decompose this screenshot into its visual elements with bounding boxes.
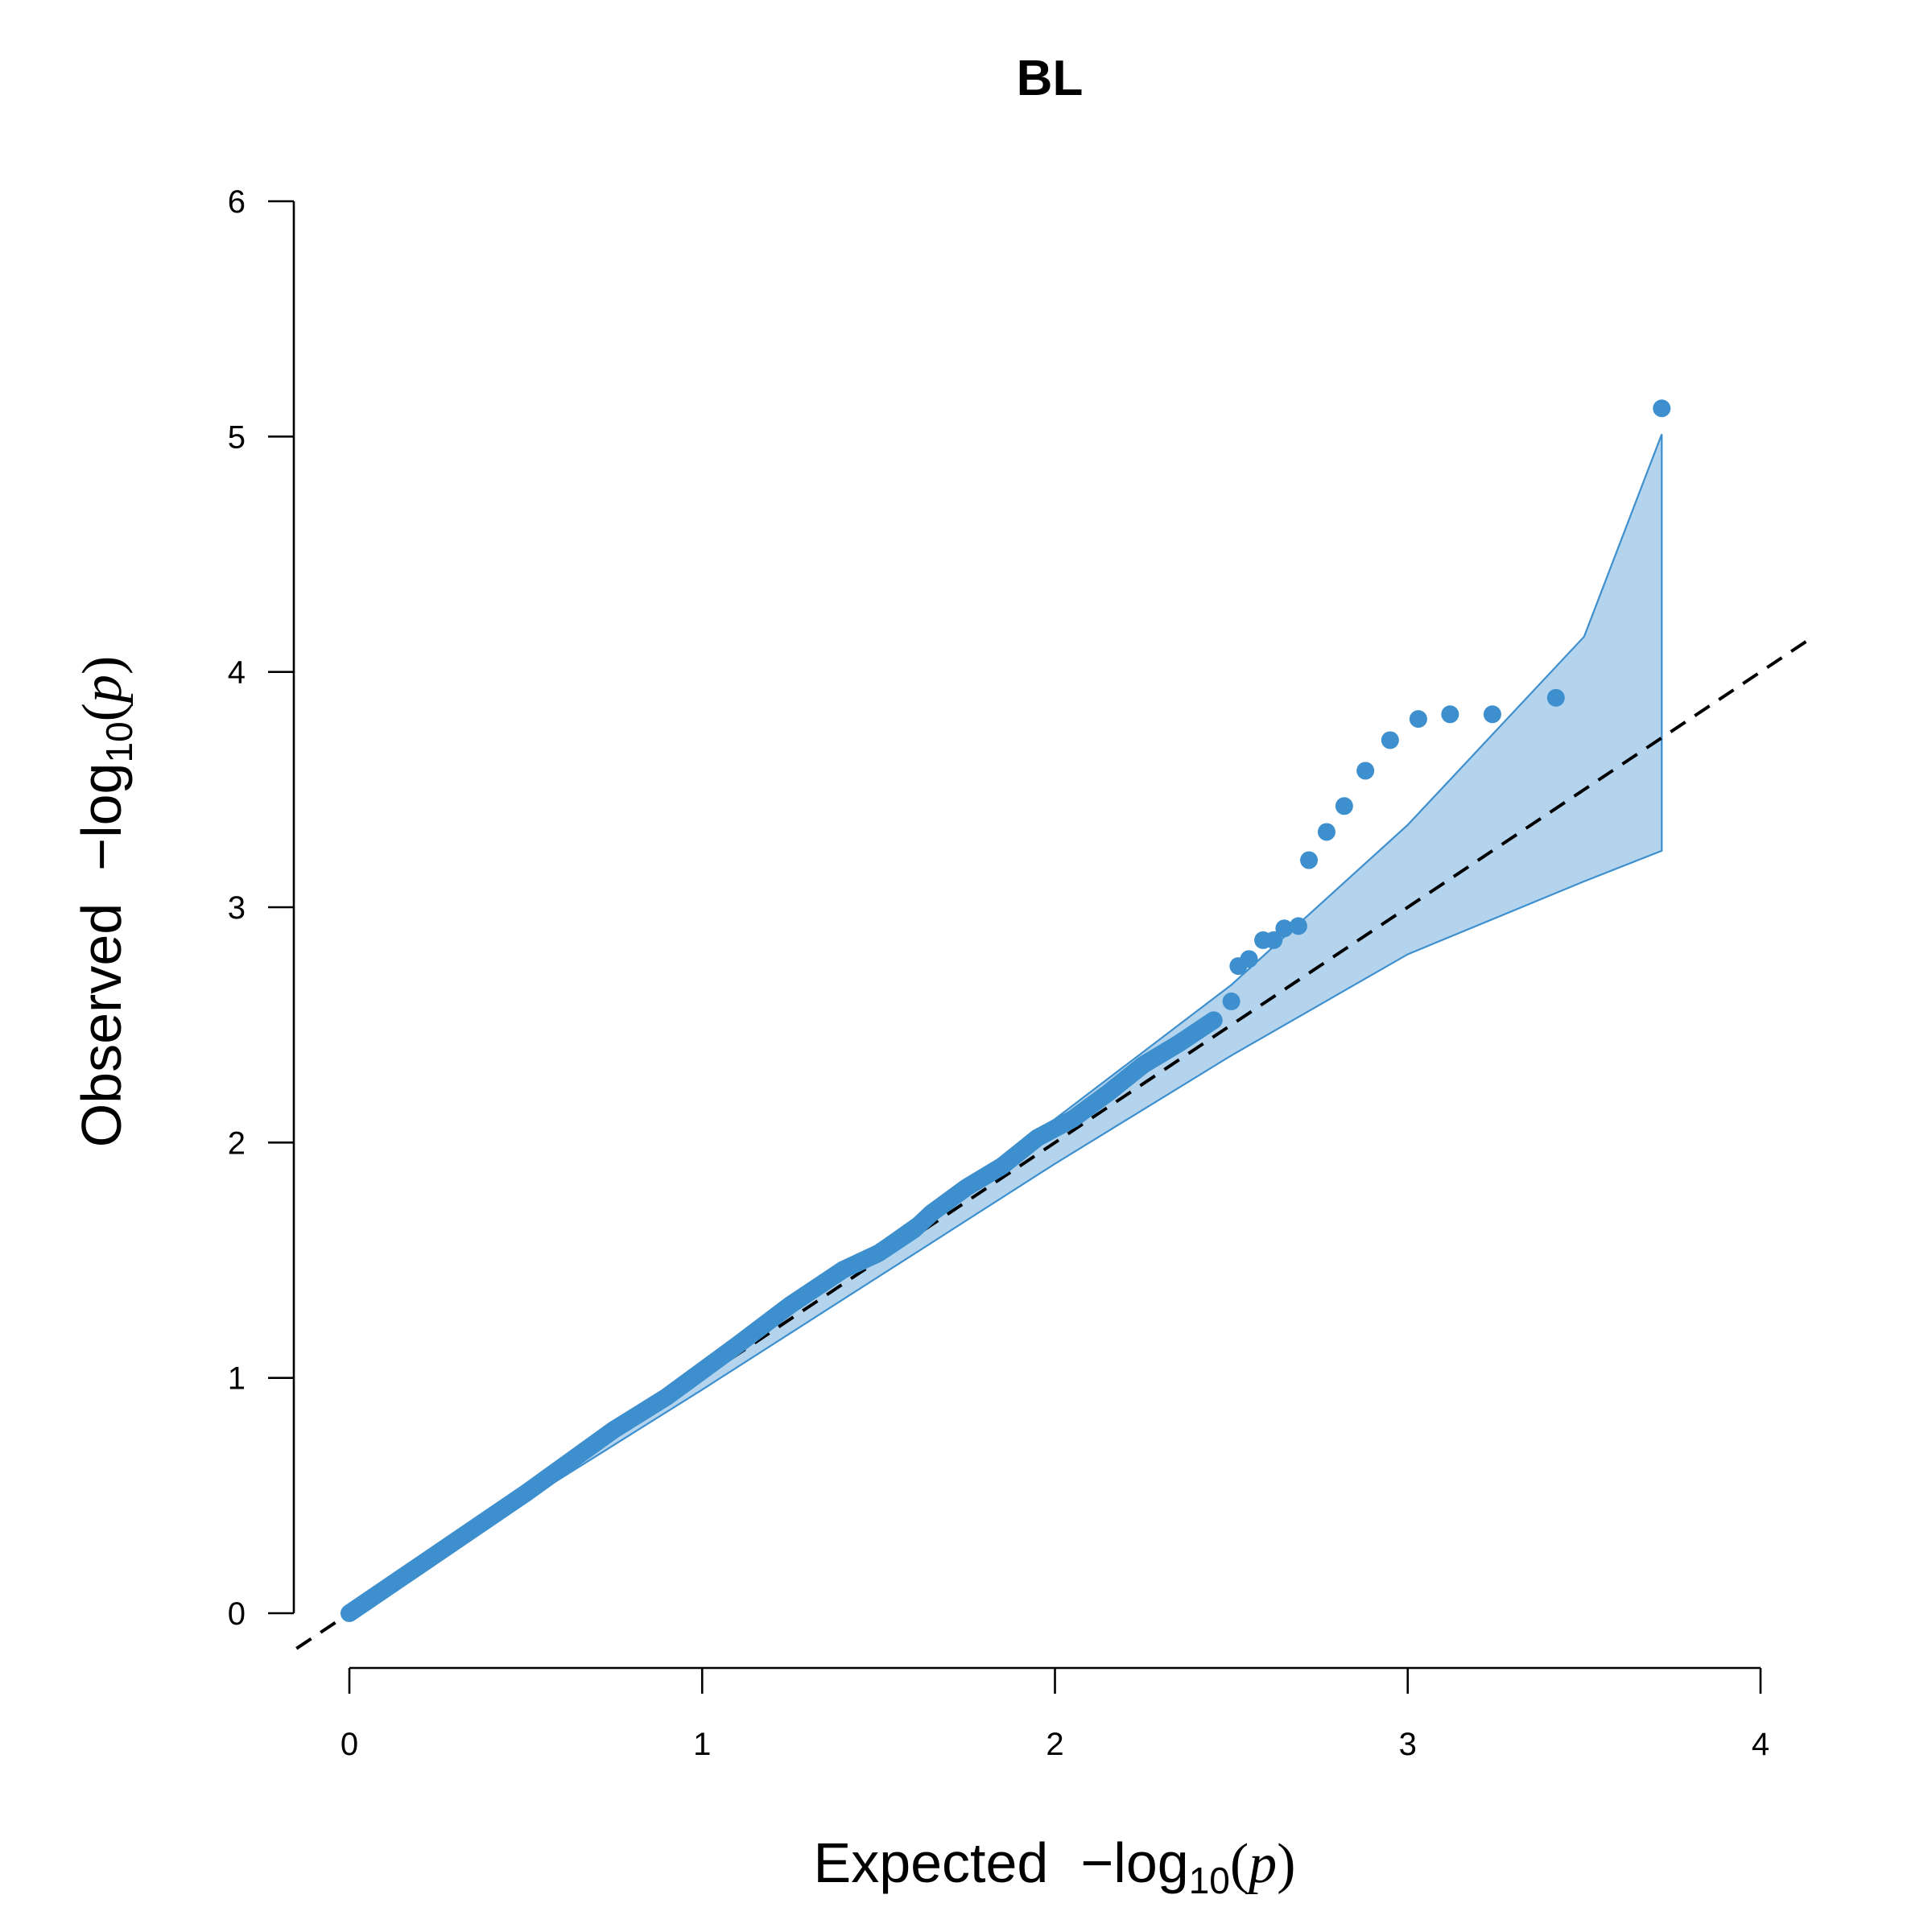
data-point-6 <box>1289 917 1307 935</box>
data-point-11 <box>1381 731 1399 749</box>
y-tick-label-4: 4 <box>228 655 246 691</box>
dense-points-trace <box>341 1011 1223 1622</box>
chart-title: BL <box>1017 51 1084 106</box>
y-axis: 0 1 2 3 4 5 6 <box>228 184 295 1632</box>
y-axis-title-minus: − <box>70 838 133 871</box>
data-point-13 <box>1441 705 1459 724</box>
data-point-5 <box>1275 919 1294 938</box>
y-tick-label-6: 6 <box>228 184 246 220</box>
x-axis-title-sub: 10 <box>1189 1860 1230 1901</box>
data-point-7 <box>1300 851 1319 869</box>
y-axis-title-prefix: Observed <box>70 903 133 1147</box>
y-tick-label-2: 2 <box>228 1125 246 1161</box>
confidence-band <box>349 434 1663 1614</box>
x-axis-title-minus: − <box>1080 1831 1113 1894</box>
x-tick-label-4: 4 <box>1752 1727 1769 1762</box>
y-tick-label-5: 5 <box>228 419 246 455</box>
x-axis-title-prefix: Expected <box>814 1831 1049 1894</box>
y-axis-title-rparen: ) <box>72 656 134 675</box>
y-axis-title-var: p <box>72 675 134 707</box>
data-point-2 <box>1240 950 1258 968</box>
x-tick-label-1: 1 <box>693 1727 711 1762</box>
data-point-16 <box>1653 399 1671 418</box>
data-point-0 <box>1222 992 1241 1010</box>
y-axis-title-lparen: ( <box>72 703 134 721</box>
data-point-9 <box>1335 797 1353 815</box>
data-point-14 <box>1483 705 1501 724</box>
data-point-10 <box>1356 762 1375 780</box>
x-axis-title: Expected −log10(p) <box>814 1831 1296 1901</box>
data-point-12 <box>1409 710 1427 729</box>
y-axis-title-sub: 10 <box>98 721 140 762</box>
x-axis-title-func: log <box>1113 1831 1188 1894</box>
x-tick-label-3: 3 <box>1399 1727 1417 1762</box>
y-axis-title-func: log <box>70 763 133 838</box>
y-tick-label-0: 0 <box>228 1596 246 1632</box>
points-layer <box>341 399 1671 1622</box>
x-tick-label-0: 0 <box>341 1727 358 1762</box>
x-axis: 0 1 2 3 4 <box>341 1666 1769 1762</box>
data-point-8 <box>1317 823 1335 841</box>
x-axis-title-var: p <box>1245 1833 1277 1895</box>
x-tick-label-2: 2 <box>1046 1727 1063 1762</box>
data-point-15 <box>1546 688 1565 707</box>
x-axis-title-lparen: ( <box>1230 1833 1249 1895</box>
y-axis-title: Observed −log10(p) <box>70 656 140 1148</box>
x-axis-title-rparen: ) <box>1277 1833 1295 1895</box>
data-point-4 <box>1265 931 1283 949</box>
y-tick-label-3: 3 <box>228 890 246 926</box>
confidence-band-layer <box>349 434 1663 1614</box>
y-tick-label-1: 1 <box>228 1361 246 1397</box>
